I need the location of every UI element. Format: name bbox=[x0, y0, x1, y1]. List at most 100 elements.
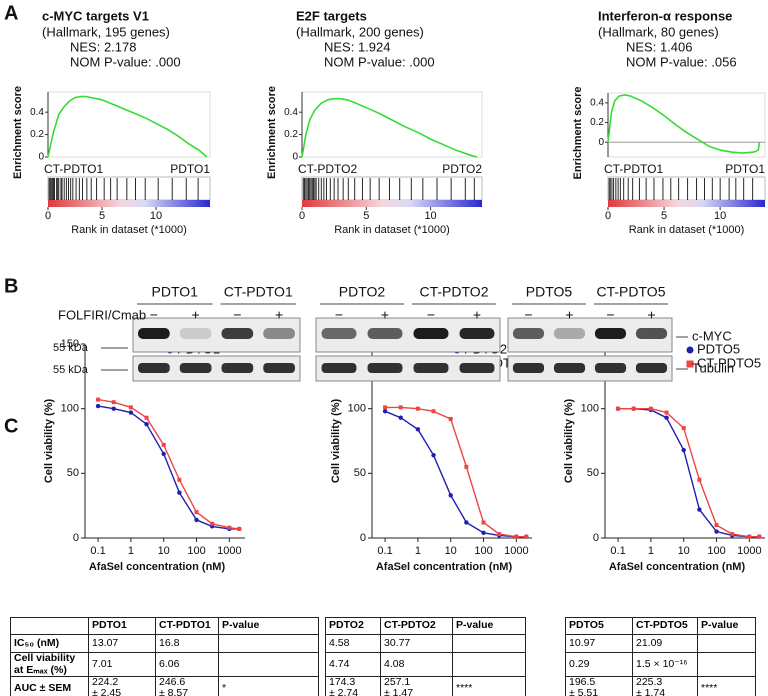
table-cell: 10.97 bbox=[565, 634, 633, 653]
data-point bbox=[714, 523, 719, 528]
table-cell: 0.29 bbox=[565, 652, 633, 677]
band bbox=[459, 328, 495, 339]
header-cell: CT-PDTO5 bbox=[632, 617, 698, 635]
band bbox=[635, 363, 668, 373]
lane-label: + bbox=[565, 307, 573, 323]
data-point bbox=[210, 521, 215, 526]
cell-line: 257.1 bbox=[384, 676, 411, 688]
data-point bbox=[415, 427, 421, 432]
cell-line: 225.3 bbox=[636, 676, 663, 688]
header-cell: PDTO5 bbox=[565, 617, 633, 635]
band bbox=[263, 363, 295, 373]
lane-label: + bbox=[647, 307, 655, 323]
table-row: AUC ± SEM 224.2 ± 2.45 246.6 ± 8.57 * bbox=[10, 675, 319, 696]
panel-label: C bbox=[4, 415, 18, 437]
header-row: PDTO1 CT-PDTO1 P-value bbox=[10, 617, 319, 635]
y-axis-label: Cell viability (%) bbox=[43, 398, 55, 483]
barcode-frame bbox=[301, 176, 483, 201]
cell-line: ± 5.51 bbox=[569, 687, 599, 696]
legend-marker bbox=[686, 360, 694, 368]
header-row: PDTO2 CT-PDTO2 P-value bbox=[325, 617, 526, 635]
table-cell bbox=[452, 652, 526, 677]
lane-label: + bbox=[192, 307, 200, 323]
result-table: PDTO2 CT-PDTO2 P-value 4.58 30.77 4.74 4.08 174… bbox=[325, 617, 526, 696]
y-axis-label: Cell viability (%) bbox=[563, 398, 575, 483]
legend-marker bbox=[686, 346, 694, 354]
lane-label: + bbox=[473, 307, 481, 323]
rank-strip bbox=[48, 200, 210, 207]
band bbox=[553, 328, 586, 339]
p-value: NOM P-value: .000 bbox=[324, 54, 435, 69]
fit-curve bbox=[618, 408, 760, 538]
data-point bbox=[648, 406, 653, 411]
data-point bbox=[128, 405, 133, 410]
fit-curve bbox=[385, 406, 527, 538]
y-tick-label: 50 bbox=[587, 467, 599, 479]
table-cell: **** bbox=[452, 675, 526, 696]
y-axis-label: Cell viability (%) bbox=[330, 398, 342, 483]
y-tick-label: 0 bbox=[593, 532, 599, 544]
rank-strip bbox=[302, 200, 482, 207]
table-cell: 4.74 bbox=[325, 652, 381, 677]
band bbox=[138, 328, 170, 339]
band bbox=[179, 328, 212, 339]
data-point bbox=[664, 415, 669, 420]
y-tick-label: 0.4 bbox=[284, 107, 298, 118]
data-point bbox=[237, 526, 242, 531]
fit-curve bbox=[384, 410, 527, 538]
data-point bbox=[697, 477, 702, 482]
data-point bbox=[431, 453, 436, 458]
data-point bbox=[177, 490, 182, 495]
group-label: PDTO1 bbox=[152, 284, 199, 300]
band bbox=[413, 363, 449, 373]
x-axis-label: Rank in dataset (*1000) bbox=[629, 224, 745, 236]
enrichment-curve bbox=[47, 95, 208, 158]
group-label: PDTO2 bbox=[339, 284, 386, 300]
cell-line: ± 2.74 bbox=[329, 687, 359, 696]
table-cell: * bbox=[218, 675, 319, 696]
table-cell: **** bbox=[697, 675, 756, 696]
panel-label: B bbox=[4, 275, 18, 297]
header-cell: CT-PDTO1 bbox=[155, 617, 219, 635]
x-tick-label: 10 bbox=[714, 210, 726, 222]
row-label: IC₅₀ (nM) bbox=[10, 634, 89, 653]
nes: NES: 1.406 bbox=[626, 39, 693, 54]
x-tick-label: 10 bbox=[158, 545, 170, 557]
table-cell bbox=[697, 652, 756, 677]
x-tick-label: 0 bbox=[299, 210, 305, 222]
band bbox=[321, 328, 357, 339]
lane-label: + bbox=[275, 307, 283, 323]
band bbox=[413, 328, 449, 339]
right-label: PDTO1 bbox=[170, 162, 210, 176]
legend-label: PDTO5 bbox=[697, 341, 740, 356]
header-cell: P-value bbox=[218, 617, 319, 635]
enrichment-curve bbox=[607, 94, 761, 154]
x-axis-label: AfaSel concentration (nM) bbox=[609, 561, 746, 573]
x-tick-label: 1000 bbox=[504, 545, 528, 557]
y-tick-label: 0 bbox=[292, 152, 298, 163]
data-point bbox=[747, 534, 752, 539]
header-cell: P-value bbox=[452, 617, 526, 635]
data-point bbox=[664, 410, 669, 415]
data-point bbox=[161, 442, 166, 447]
data-point bbox=[464, 520, 469, 525]
table-cell: 174.3 ± 2.74 bbox=[325, 675, 381, 696]
p-value: NOM P-value: .056 bbox=[626, 54, 737, 69]
y-tick-label: 100 bbox=[61, 403, 79, 415]
table-cell: 1.5 × 10⁻¹⁶ bbox=[632, 652, 698, 677]
x-tick-label: 5 bbox=[99, 210, 105, 222]
table-cell: 16.8 bbox=[155, 634, 219, 653]
band bbox=[635, 328, 668, 339]
table-cell: 7.01 bbox=[88, 652, 156, 677]
header-cell: P-value bbox=[697, 617, 756, 635]
row-label: Cell viability at Eₘₐₓ (%) bbox=[10, 652, 89, 677]
header-row: PDTO5 CT-PDTO5 P-value bbox=[565, 617, 756, 635]
header-cell: CT-PDTO2 bbox=[380, 617, 453, 635]
lane-label: − bbox=[606, 307, 614, 323]
nes: NES: 2.178 bbox=[70, 39, 137, 54]
x-tick-label: 1 bbox=[128, 545, 134, 557]
x-tick-label: 0.1 bbox=[90, 545, 105, 557]
data-point bbox=[161, 451, 166, 457]
y-tick-label: 0.2 bbox=[590, 117, 604, 128]
table-cell: 257.1 ± 1.47 bbox=[380, 675, 453, 696]
